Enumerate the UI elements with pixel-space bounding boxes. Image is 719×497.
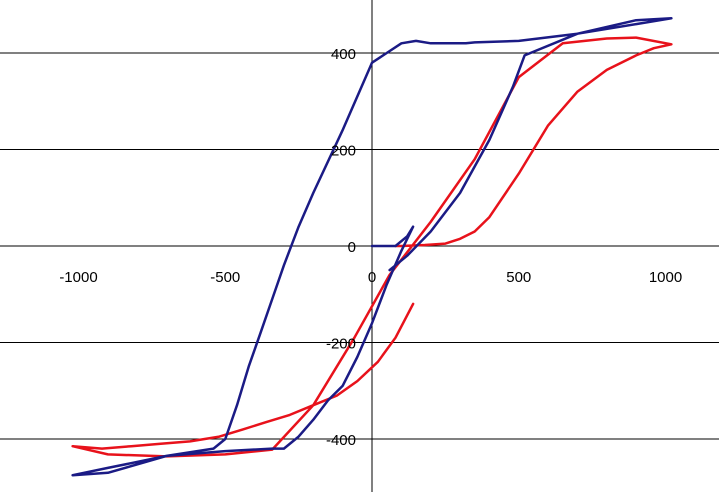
grid-lines [0, 52, 719, 440]
y-tick-label-0: 0 [348, 239, 356, 256]
series-line-1 [71, 36, 673, 458]
series-line-2 [71, 17, 673, 477]
series [71, 17, 673, 477]
x-tick-label-0: 0 [368, 269, 376, 286]
y-tick-label--200: -200 [326, 336, 356, 353]
x-tick-label-1000: 1000 [649, 269, 682, 286]
y-tick-label-200: 200 [331, 143, 356, 160]
tick-labels: -1000 -500 0 500 1000 -400 -200 0 200 400 [59, 46, 682, 449]
x-tick-label--500: -500 [210, 269, 240, 286]
x-tick-label--1000: -1000 [59, 269, 97, 286]
y-tick-label--400: -400 [326, 432, 356, 449]
y-tick-label-400: 400 [331, 46, 356, 63]
x-tick-label-500: 500 [506, 269, 531, 286]
